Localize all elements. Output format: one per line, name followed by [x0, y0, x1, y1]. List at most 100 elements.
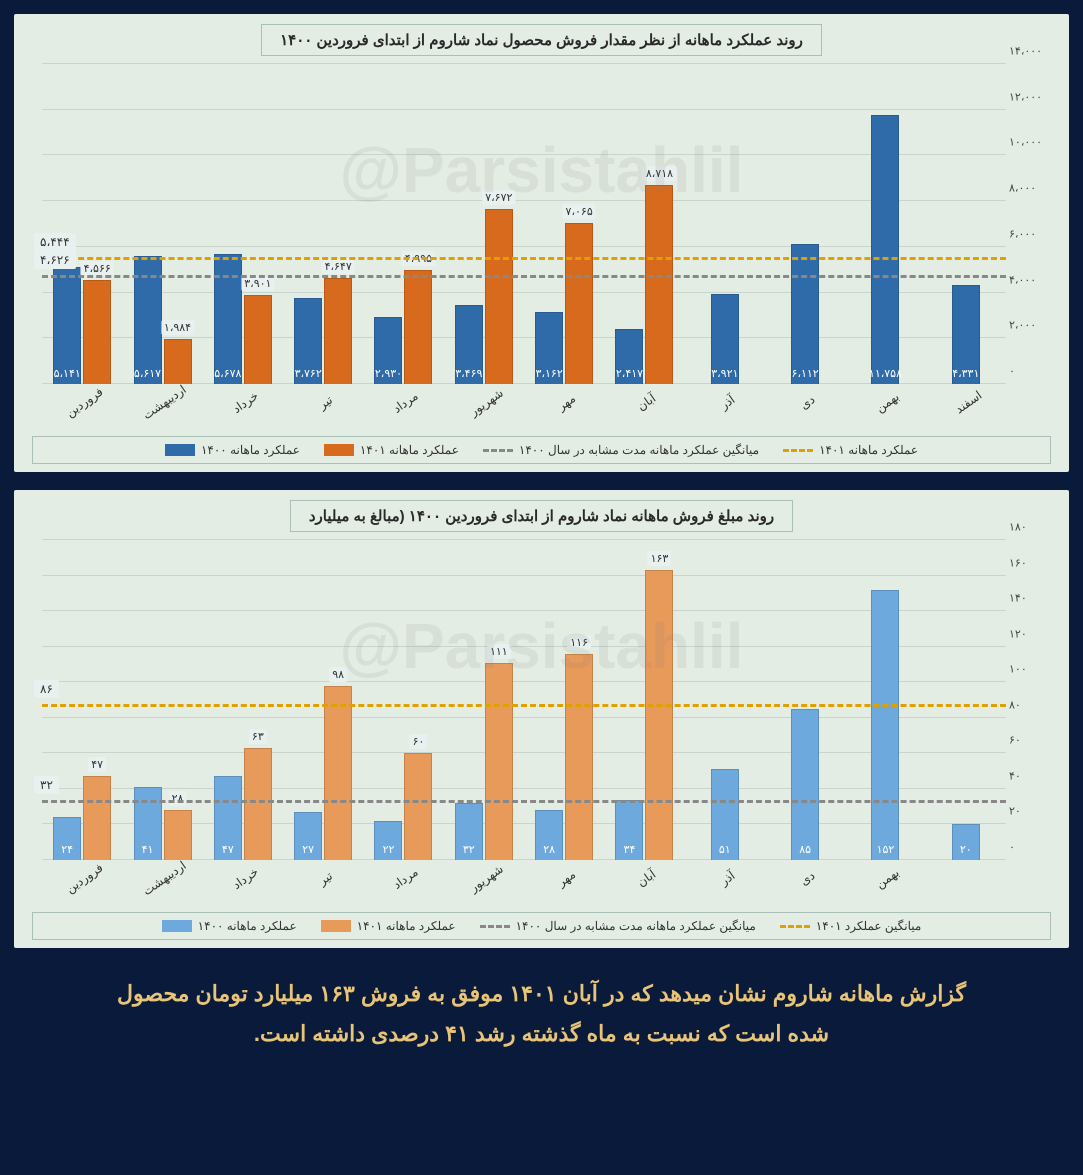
y-tick: ۱۴،۰۰۰: [1009, 45, 1051, 58]
legend-swatch-lightorange: [321, 920, 351, 932]
y-tick: ۴،۰۰۰: [1009, 273, 1051, 286]
bar-value-label: ۲۷: [302, 843, 314, 856]
chart1-xlabels: فروردیناردیبهشتخردادتیرمردادشهریورمهرآبا…: [42, 388, 1006, 410]
bar-top-label: ۲۸: [169, 791, 187, 806]
legend-line-grey: [483, 449, 513, 452]
month-group: ۸۵: [765, 540, 845, 860]
bar-top-label: ۱۶۳: [648, 551, 672, 566]
month-group: ۲،۹۳۰۴،۹۹۵: [363, 64, 443, 384]
bar-top-label: ۶۰: [410, 734, 428, 749]
bar-1400: ۲،۹۳۰: [374, 317, 402, 384]
bar-1400: ۸۵: [791, 709, 819, 860]
bar-value-label: ۲،۴۱۷: [616, 367, 643, 380]
caption-line2: شده است که نسبت به ماه گذشته رشد ۴۱ درصد…: [32, 1014, 1051, 1054]
avg-line-gold: [42, 257, 1006, 260]
month-group: ۲۲ ۶۰: [363, 540, 443, 860]
legend-avg-grey: میانگین عملکرد ماهانه مدت مشابه در سال ۱…: [483, 443, 759, 457]
bar-1401: ۱۱۱: [485, 663, 513, 860]
month-group: ۴۱ ۲۸: [122, 540, 202, 860]
bar-top-label: ۱۱۶: [567, 635, 591, 650]
bar-1400: ۳،۱۶۲: [535, 312, 563, 384]
bar-1400: ۲۸: [535, 810, 563, 860]
bar-1400: ۲۲: [374, 821, 402, 860]
bar-1400: ۲۴: [53, 817, 81, 860]
chart1-title: روند عملکرد ماهانه از نظر مقدار فروش محص…: [261, 24, 822, 56]
legend-swatch-blue: [165, 444, 195, 456]
y-tick: ۶۰: [1009, 734, 1051, 747]
bar-1401: ۱۱۶: [565, 654, 593, 860]
bar-1401: ۱۶۳: [645, 570, 673, 860]
month-group: ۳،۱۶۲۷،۰۶۵: [524, 64, 604, 384]
y-tick: ۱۲،۰۰۰: [1009, 90, 1051, 103]
avg-badge-gold: ۵،۴۴۴: [34, 233, 76, 251]
y-tick: ۱۶۰: [1009, 556, 1051, 569]
avg-badge-grey: ۳۲: [34, 776, 59, 794]
bar-1400: ۴۷: [214, 776, 242, 860]
legend-avg-grey: میانگین عملکرد ماهانه مدت مشابه در سال ۱…: [480, 919, 756, 933]
bar-top-label: ۱۱۱: [487, 644, 511, 659]
month-group: ۱۵۲: [845, 540, 925, 860]
bar-value-label: ۴۱: [142, 843, 154, 856]
legend-label: میانگین عملکرد ماهانه مدت مشابه در سال ۱…: [516, 919, 756, 933]
chart2-xlabels: فروردیناردیبهشتخردادتیرمردادشهریورمهرآبا…: [42, 864, 1006, 886]
avg-line-grey: [42, 800, 1006, 803]
legend-label: میانگین عملکرد ماهانه مدت مشابه در سال ۱…: [519, 443, 759, 457]
bar-1401: ۷،۶۷۲: [485, 209, 513, 384]
month-group: ۶،۱۱۲: [765, 64, 845, 384]
month-group: ۵،۶۱۷ ۱،۹۸۴: [122, 64, 202, 384]
bar-1400: ۴۱: [134, 787, 162, 860]
bar-top-label: ۴،۶۴۷: [322, 259, 355, 274]
bar-1401: ۸،۷۱۸: [645, 185, 673, 384]
bar-top-label: ۱،۹۸۴: [161, 320, 194, 335]
y-tick: ۱۰۰: [1009, 663, 1051, 676]
bar-1401: ۹۸: [324, 686, 352, 860]
month-group: ۳۲۱۱۱: [444, 540, 524, 860]
y-tick: ۱۰،۰۰۰: [1009, 136, 1051, 149]
y-tick: ۸،۰۰۰: [1009, 182, 1051, 195]
legend-label: عملکرد ماهانه ۱۴۰۰: [201, 443, 300, 457]
bar-1400: ۵،۱۴۱: [53, 267, 81, 385]
legend-line-grey: [480, 925, 510, 928]
month-group: ۲۸۱۱۶: [524, 540, 604, 860]
legend-1401: عملکرد ماهانه ۱۴۰۱: [321, 919, 456, 933]
month-group: ۲،۴۱۷۸،۷۱۸: [604, 64, 684, 384]
avg-line-grey: [42, 275, 1006, 278]
bars-container: ۲۴۴۷۴۱۲۸۴۷۶۳۲۷۹۸۲۲۶۰۳۲۱۱۱۲۸۱۱۶۳۴۱۶۳۵۱۸۵۱…: [42, 540, 1006, 860]
bar-1400: ۲،۴۱۷: [615, 329, 643, 384]
bar-value-label: ۱۵۲: [877, 843, 895, 856]
avg-badge-grey: ۴،۶۲۶: [34, 251, 76, 269]
y-tick: ۱۸۰: [1009, 521, 1051, 534]
bar-value-label: ۵،۶۱۷: [134, 367, 161, 380]
bar-value-label: ۲۴: [61, 843, 73, 856]
month-group: ۴۷ ۶۳: [203, 540, 283, 860]
legend-1400: عملکرد ماهانه ۱۴۰۰: [162, 919, 297, 933]
bar-top-label: ۴،۵۶۶: [81, 261, 114, 276]
bar-1400: ۲۷: [294, 812, 322, 860]
legend-label: عملکرد ماهانه ۱۴۰۱: [819, 443, 918, 457]
month-group: ۴،۳۳۱: [926, 64, 1006, 384]
legend-avg-gold: عملکرد ماهانه ۱۴۰۱: [783, 443, 918, 457]
bar-top-label: ۷،۶۷۲: [482, 190, 515, 205]
bar-value-label: ۴۷: [222, 843, 234, 856]
bar-value-label: ۲۰: [960, 843, 972, 856]
bars-container: ۵،۱۴۱۴،۵۶۶۵،۶۱۷۱،۹۸۴۵،۶۷۸۳،۹۰۱۳،۷۶۲۴،۶۴۷…: [42, 64, 1006, 384]
caption: گزارش ماهانه شاروم نشان میدهد که در آبان…: [12, 964, 1071, 1059]
bar-value-label: ۳،۴۶۹: [455, 367, 482, 380]
bar-top-label: ۶۳: [249, 729, 267, 744]
month-group: ۲۷ ۹۸: [283, 540, 363, 860]
y-tick: ۲۰: [1009, 805, 1051, 818]
legend-1400: عملکرد ماهانه ۱۴۰۰: [165, 443, 300, 457]
bar-value-label: ۳،۷۶۲: [295, 367, 322, 380]
legend-swatch-orange: [324, 444, 354, 456]
y-tick: ۴۰: [1009, 769, 1051, 782]
bar-1400: ۵۱: [711, 769, 739, 860]
bar-value-label: ۵۱: [719, 843, 731, 856]
avg-line-gold: [42, 704, 1006, 707]
bar-top-label: ۴۷: [88, 757, 106, 772]
bar-1400: ۵،۶۷۸: [214, 254, 242, 384]
legend-line-gold: [780, 925, 810, 928]
bar-value-label: ۳۴: [624, 843, 636, 856]
bar-top-label: ۹۸: [329, 667, 347, 682]
bar-1401: ۷،۰۶۵: [565, 223, 593, 384]
y-tick: ۶،۰۰۰: [1009, 227, 1051, 240]
